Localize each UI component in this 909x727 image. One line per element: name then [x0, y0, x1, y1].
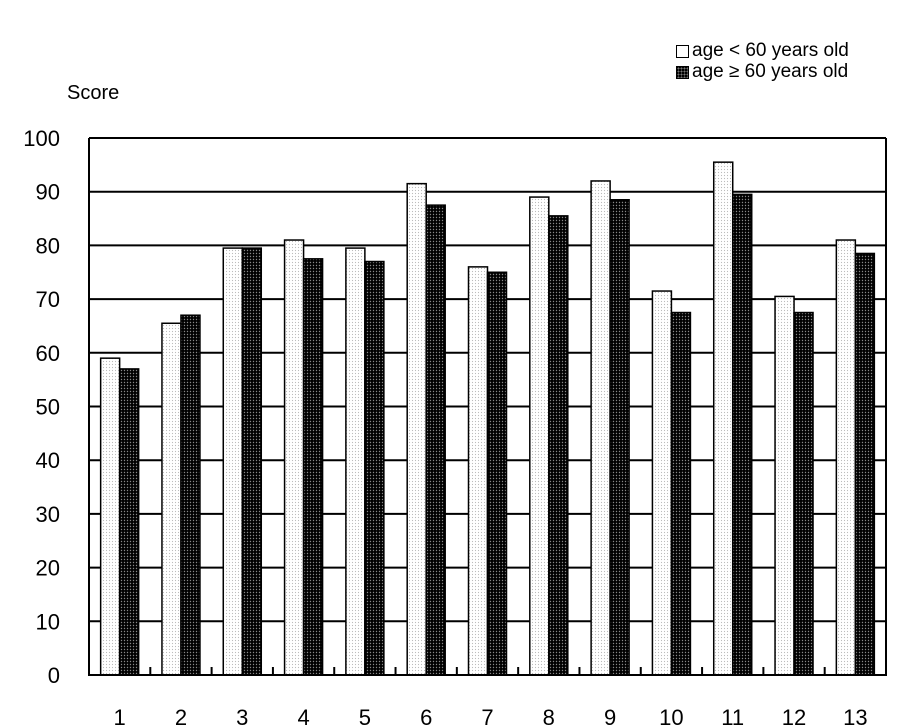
bar-60-plus: [486, 271, 508, 676]
y-tick-label: 70: [36, 287, 60, 312]
bar-60-plus: [793, 311, 814, 676]
x-tick-label: 13: [843, 705, 867, 727]
bar-under-60: [406, 182, 427, 676]
bar-under-60: [529, 196, 550, 676]
y-tick-label: 20: [36, 556, 60, 581]
bar-60-plus: [302, 258, 324, 676]
x-tick-label: 2: [175, 705, 187, 727]
x-tick-label: 7: [481, 705, 493, 727]
y-tick-label: 90: [36, 180, 60, 205]
bar-60-plus: [609, 199, 630, 676]
x-tick-label: 9: [604, 705, 616, 727]
bar-60-plus: [854, 252, 876, 676]
y-tick-label: 10: [36, 609, 60, 634]
legend-item-60-plus: age ≥ 60 years old: [676, 61, 848, 83]
x-tick-label: 5: [359, 705, 371, 727]
y-tick-label: 50: [36, 395, 60, 420]
bar-under-60: [835, 239, 857, 676]
y-tick-label: 80: [36, 233, 60, 258]
bar-60-plus: [425, 204, 446, 676]
y-tick-label: 40: [36, 448, 60, 473]
bar-60-plus: [241, 247, 263, 676]
y-tick-label: 0: [48, 663, 60, 688]
y-axis-label: Score: [67, 82, 120, 104]
y-tick-label: 60: [36, 341, 60, 366]
bar-under-60: [345, 247, 366, 676]
x-tick-label: 11: [721, 705, 744, 727]
bar-60-plus: [364, 260, 385, 676]
x-tick-label: 4: [297, 705, 309, 727]
y-tick-label: 100: [23, 126, 60, 151]
x-tick-label: 6: [420, 705, 432, 727]
legend-swatch-under-60: [676, 44, 689, 58]
bar-under-60: [651, 290, 673, 676]
legend-item-under-60: age < 60 years old: [676, 40, 849, 62]
bar-60-plus: [180, 314, 201, 676]
axes: [88, 138, 887, 676]
legend-swatch-60-plus: [676, 65, 689, 79]
bar-under-60: [712, 161, 734, 676]
x-tick-label: 12: [782, 705, 806, 727]
bar-under-60: [222, 247, 244, 676]
bar-under-60: [774, 295, 795, 676]
x-tick-label: 8: [543, 705, 555, 727]
x-tick-label: 1: [114, 705, 126, 727]
bar-60-plus: [118, 368, 140, 676]
bar-60-plus: [731, 193, 753, 676]
bar-under-60: [590, 180, 611, 676]
x-tick-label: 3: [236, 705, 248, 727]
bar-under-60: [467, 266, 489, 676]
bar-under-60: [161, 322, 182, 676]
bar-60-plus: [548, 215, 569, 676]
y-tick-label: 30: [36, 502, 60, 527]
legend-label-60-plus: age ≥ 60 years old: [692, 61, 849, 82]
bar-under-60: [283, 239, 305, 676]
bar-under-60: [99, 357, 121, 676]
bar-60-plus: [670, 311, 692, 676]
x-tick-label: 10: [659, 705, 683, 727]
bars: [99, 161, 876, 676]
legend-label-under-60: age < 60 years old: [692, 40, 849, 61]
